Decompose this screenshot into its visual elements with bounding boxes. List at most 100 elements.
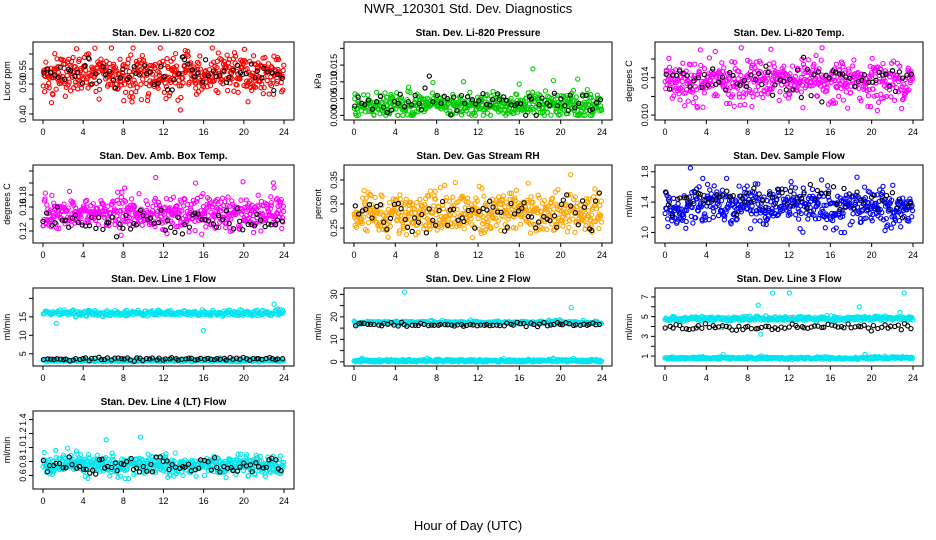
y-axis-label: ml/min	[624, 191, 634, 218]
data-point	[199, 231, 205, 237]
data-point	[243, 197, 249, 203]
data-point	[109, 76, 115, 82]
data-point	[517, 221, 524, 227]
data-point	[698, 62, 704, 69]
data-point	[566, 224, 572, 231]
data-point	[121, 81, 128, 87]
data-point	[224, 87, 231, 94]
data-point	[666, 64, 673, 70]
data-point	[749, 103, 755, 110]
data-point	[891, 97, 898, 104]
data-point	[666, 55, 672, 62]
data-point	[564, 229, 571, 235]
data-point	[58, 80, 64, 86]
data-point	[138, 96, 145, 103]
x-tick-label: 12	[784, 250, 794, 260]
data-point	[119, 189, 125, 195]
data-point	[882, 227, 888, 234]
panel-title: Stan. Dev. Li-820 Pressure	[416, 28, 541, 39]
data-point	[161, 89, 168, 96]
data-point	[442, 182, 448, 188]
data-point	[841, 185, 847, 192]
data-point	[833, 61, 840, 67]
x-tick-label: 0	[662, 127, 667, 137]
data-point	[372, 194, 378, 201]
data-point	[461, 226, 467, 232]
y-tick-label: 0.55	[18, 60, 28, 78]
data-point	[432, 188, 438, 194]
data-point	[787, 188, 794, 194]
y-tick-label: 0.010	[640, 104, 650, 127]
data-point	[178, 94, 184, 101]
y-axis-label: degrees C	[2, 183, 12, 225]
data-point	[186, 229, 192, 235]
data-point	[830, 184, 837, 190]
data-point	[431, 203, 437, 209]
data-point	[897, 63, 903, 69]
x-tick-label: 8	[434, 250, 439, 260]
data-point	[98, 56, 104, 62]
chart-panel-5: Stan. Dev. Gas Stream RH0 4 8 12 16 20 240.250…	[313, 151, 613, 260]
data-point	[883, 192, 890, 199]
data-point	[592, 186, 598, 192]
y-axis-label: ml/min	[2, 314, 12, 341]
x-tick-label: 8	[121, 127, 126, 137]
data-point	[130, 45, 136, 51]
data-point	[115, 85, 121, 92]
data-point	[715, 212, 722, 219]
data-point	[851, 57, 857, 63]
data-point	[53, 86, 59, 92]
data-point	[108, 81, 114, 87]
x-tick-label: 4	[81, 373, 86, 383]
data-point	[266, 91, 272, 97]
y-tick-label: 0.014	[640, 66, 650, 89]
x-tick-label: 20	[239, 373, 249, 383]
data-point	[452, 179, 458, 186]
data-point	[710, 214, 716, 220]
data-point	[869, 55, 875, 62]
data-point	[719, 187, 726, 193]
data-point	[86, 56, 93, 62]
data-points	[662, 45, 916, 114]
x-tick-label: 24	[597, 127, 607, 137]
data-point	[460, 79, 467, 85]
data-point	[738, 72, 744, 79]
data-point	[481, 193, 487, 199]
x-tick-label: 12	[473, 250, 483, 260]
data-point	[550, 77, 557, 84]
x-tick-label: 0	[351, 250, 356, 260]
x-tick-label: 4	[704, 250, 709, 260]
data-point	[49, 192, 55, 199]
x-tick-label: 0	[40, 373, 45, 383]
data-point	[889, 190, 896, 196]
data-point	[43, 59, 49, 65]
data-point	[81, 54, 87, 61]
x-tick-label: 20	[556, 250, 566, 260]
x-tick-label: 4	[393, 127, 398, 137]
x-tick-label: 20	[239, 127, 249, 137]
data-point	[548, 112, 554, 118]
y-tick-label: 1.0	[640, 226, 650, 239]
data-point	[202, 57, 209, 63]
x-tick-label: 16	[825, 127, 835, 137]
data-point	[597, 202, 603, 209]
data-point	[675, 201, 681, 207]
data-point	[809, 186, 816, 193]
x-tick-label: 8	[745, 250, 750, 260]
data-point	[203, 224, 209, 230]
data-point	[41, 89, 48, 95]
data-point	[224, 52, 230, 58]
y-tick-label: 5	[18, 351, 28, 356]
series-1	[40, 301, 287, 334]
data-points	[351, 289, 605, 365]
data-point	[170, 55, 176, 62]
data-point	[584, 86, 590, 93]
data-point	[490, 88, 496, 95]
y-tick-label: 0.12	[18, 222, 28, 240]
data-point	[808, 92, 814, 99]
data-point	[701, 66, 708, 72]
data-point	[225, 194, 231, 200]
